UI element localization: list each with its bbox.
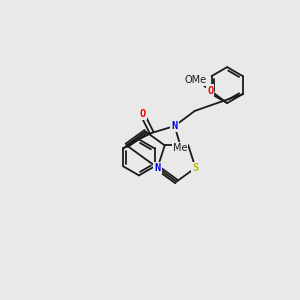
Text: S: S bbox=[192, 163, 199, 173]
Text: OMe: OMe bbox=[185, 75, 207, 85]
Text: O: O bbox=[139, 109, 146, 119]
Text: N: N bbox=[154, 163, 160, 173]
Text: Me: Me bbox=[173, 143, 188, 153]
Text: N: N bbox=[171, 121, 178, 131]
Text: O: O bbox=[207, 85, 214, 95]
